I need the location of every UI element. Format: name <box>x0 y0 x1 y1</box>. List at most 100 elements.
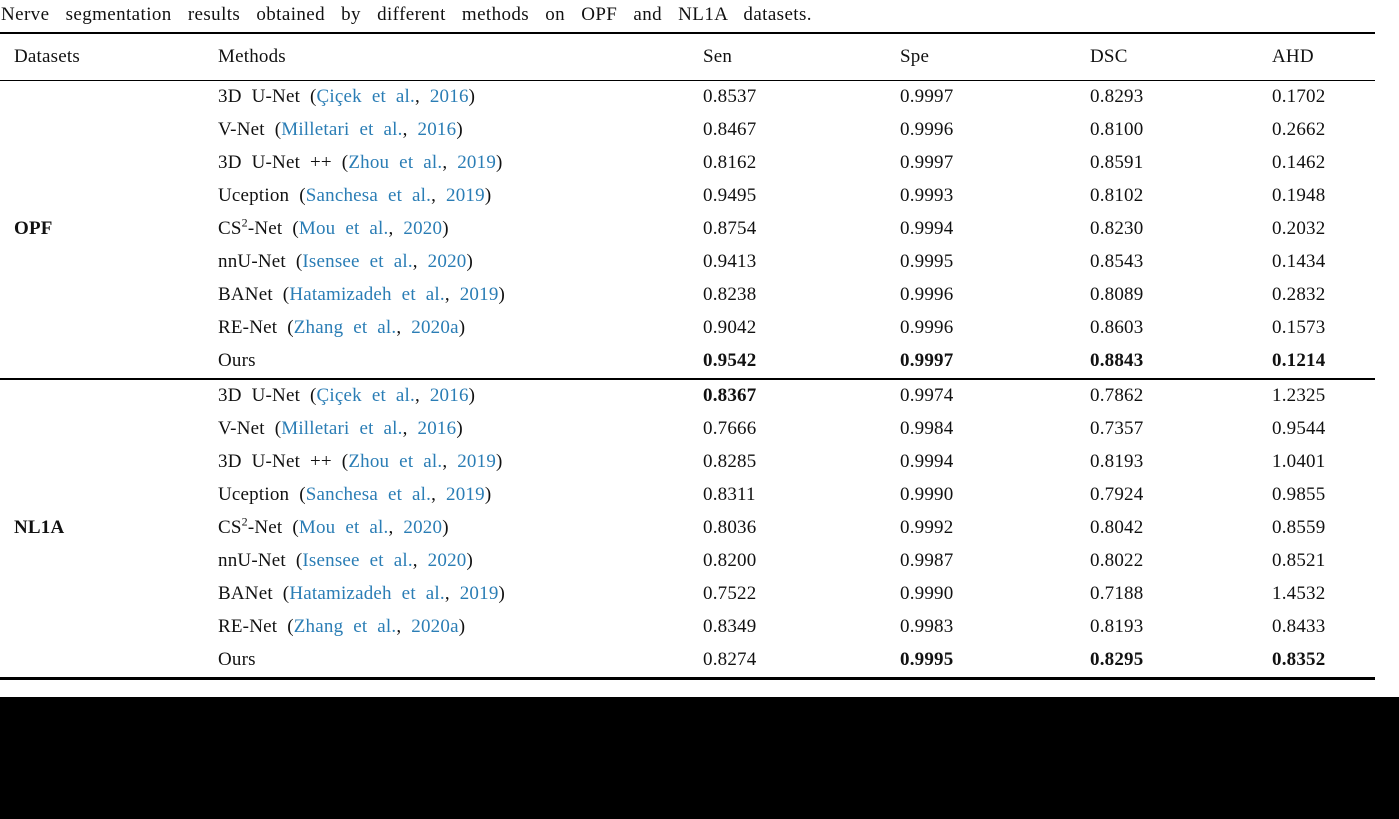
citation-year-link[interactable]: 2019 <box>457 152 497 173</box>
citation-authors-link[interactable]: Zhou et al. <box>348 451 443 472</box>
spe-value: 0.9993 <box>900 185 954 206</box>
col-header-spe: Spe <box>900 33 1090 81</box>
citation-year-link[interactable]: 2020a <box>411 317 459 338</box>
citation-authors-link[interactable]: Çiçek et al. <box>316 385 415 406</box>
sen-value: 0.9042 <box>703 317 757 338</box>
dsc-value: 0.8603 <box>1090 317 1144 338</box>
method-cell: RE-Net (Zhang et al., 2020a) <box>218 616 466 637</box>
citation-year-link[interactable]: 2020 <box>403 218 443 239</box>
citation-authors-link[interactable]: Sanchesa et al. <box>305 185 432 206</box>
col-header-sen: Sen <box>703 33 900 81</box>
sen-value: 0.8349 <box>703 616 757 637</box>
sen-value: 0.8162 <box>703 152 757 173</box>
dataset-label: NL1A <box>14 517 65 538</box>
sen-value: 0.9495 <box>703 185 757 206</box>
table-row: nnU-Net (Isensee et al., 2020) 0.9413 0.99… <box>0 246 1375 279</box>
citation-authors-link[interactable]: Zhang et al. <box>293 317 397 338</box>
spe-value: 0.9990 <box>900 583 954 604</box>
dsc-value: 0.7357 <box>1090 418 1144 439</box>
dsc-value: 0.8100 <box>1090 119 1144 140</box>
ahd-value: 0.9855 <box>1272 484 1326 505</box>
ahd-value: 0.8559 <box>1272 517 1326 538</box>
method-cell: Ours <box>204 345 703 379</box>
table-row: Ours 0.9542 0.9997 0.8843 0.1214 <box>0 345 1375 379</box>
table-row: Uception (Sanchesa et al., 2019) 0.9495 0.… <box>0 180 1375 213</box>
citation-authors-link[interactable]: Hatamizadeh et al. <box>289 583 445 604</box>
ahd-value: 0.1462 <box>1272 152 1326 173</box>
citation-authors-link[interactable]: Milletari et al. <box>281 119 403 140</box>
method-name: RE-Net <box>218 317 278 338</box>
col-header-datasets: Datasets <box>0 33 204 81</box>
spe-value: 0.9997 <box>900 86 954 107</box>
spe-value: 0.9974 <box>900 385 954 406</box>
citation-year-link[interactable]: 2019 <box>457 451 497 472</box>
citation-year-link[interactable]: 2020a <box>411 616 459 637</box>
spe-value: 0.9997 <box>900 350 954 371</box>
col-header-methods: Methods <box>204 33 703 81</box>
dsc-value: 0.7188 <box>1090 583 1144 604</box>
dsc-value: 0.7924 <box>1090 484 1144 505</box>
table-row: BANet (Hatamizadeh et al., 2019) 0.7522 0.… <box>0 578 1375 611</box>
sen-value: 0.8467 <box>703 119 757 140</box>
citation-authors-link[interactable]: Zhou et al. <box>348 152 443 173</box>
table-caption: Nerve segmentation results obtained by d… <box>1 4 812 25</box>
method-cell: nnU-Net (Isensee et al., 2020) <box>218 251 474 272</box>
spe-value: 0.9994 <box>900 218 954 239</box>
citation-authors-link[interactable]: Isensee et al. <box>302 550 413 571</box>
ahd-value: 0.8521 <box>1272 550 1326 571</box>
citation-authors-link[interactable]: Zhang et al. <box>293 616 397 637</box>
method-name: BANet <box>218 583 273 604</box>
method-cell: CS2-Net (Mou et al., 2020) <box>218 215 449 239</box>
citation-authors-link[interactable]: Hatamizadeh et al. <box>289 284 445 305</box>
method-name-superscript: 2 <box>241 514 248 529</box>
spe-value: 0.9992 <box>900 517 954 538</box>
citation-authors-link[interactable]: Mou et al. <box>298 517 389 538</box>
citation-year-link[interactable]: 2016 <box>429 385 469 406</box>
citation-year-link[interactable]: 2020 <box>427 550 467 571</box>
spe-value: 0.9996 <box>900 119 954 140</box>
method-cell: 3D U-Net (Çiçek et al., 2016) <box>218 86 476 107</box>
citation-year-link[interactable]: 2019 <box>459 284 499 305</box>
method-name: 3D U-Net ++ <box>218 152 332 173</box>
citation-year-link[interactable]: 2016 <box>429 86 469 107</box>
table-row: RE-Net (Zhang et al., 2020a) 0.9042 0.9996… <box>0 312 1375 345</box>
results-table: Datasets Methods Sen Spe DSC AHD OPF 3D U… <box>0 32 1375 680</box>
sen-value: 0.8285 <box>703 451 757 472</box>
sen-value: 0.8036 <box>703 517 757 538</box>
ahd-value: 0.1214 <box>1272 350 1326 371</box>
method-name: CS <box>218 517 242 538</box>
spe-value: 0.9997 <box>900 152 954 173</box>
method-name: Ours <box>218 649 256 670</box>
ahd-value: 0.1948 <box>1272 185 1326 206</box>
dataset-group-opf: OPF 3D U-Net (Çiçek et al., 2016) 0.8537 0.… <box>0 80 1375 379</box>
citation-authors-link[interactable]: Isensee et al. <box>302 251 413 272</box>
sen-value: 0.9413 <box>703 251 757 272</box>
dsc-value: 0.8042 <box>1090 517 1144 538</box>
citation-year-link[interactable]: 2016 <box>417 418 457 439</box>
table-row: NL1A 3D U-Net (Çiçek et al., 2016) 0.8367 0… <box>0 379 1375 538</box>
method-cell: Uception (Sanchesa et al., 2019) <box>218 484 492 505</box>
citation-authors-link[interactable]: Mou et al. <box>298 218 389 239</box>
citation-authors-link[interactable]: Çiçek et al. <box>316 86 415 107</box>
spe-value: 0.9995 <box>900 251 954 272</box>
ahd-value: 0.1573 <box>1272 317 1326 338</box>
citation-year-link[interactable]: 2019 <box>446 484 485 505</box>
ahd-value: 1.2325 <box>1272 385 1326 406</box>
ahd-value: 0.8433 <box>1272 616 1326 637</box>
spe-value: 0.9994 <box>900 451 954 472</box>
method-cell: nnU-Net (Isensee et al., 2020) <box>218 550 474 571</box>
citation-year-link[interactable]: 2020 <box>427 251 467 272</box>
citation-authors-link[interactable]: Milletari et al. <box>281 418 403 439</box>
spe-value: 0.9984 <box>900 418 954 439</box>
method-cell: Ours <box>204 644 703 679</box>
dsc-value: 0.8543 <box>1090 251 1144 272</box>
citation-year-link[interactable]: 2019 <box>459 583 499 604</box>
citation-year-link[interactable]: 2019 <box>446 185 485 206</box>
citation-authors-link[interactable]: Sanchesa et al. <box>305 484 432 505</box>
sen-value: 0.8367 <box>703 385 757 406</box>
citation-year-link[interactable]: 2016 <box>417 119 457 140</box>
redacted-black-bar <box>0 697 1399 819</box>
citation-year-link[interactable]: 2020 <box>403 517 443 538</box>
ahd-value: 0.2662 <box>1272 119 1326 140</box>
table-row: 3D U-Net ++ (Zhou et al., 2019) 0.8162 0.9… <box>0 147 1375 180</box>
